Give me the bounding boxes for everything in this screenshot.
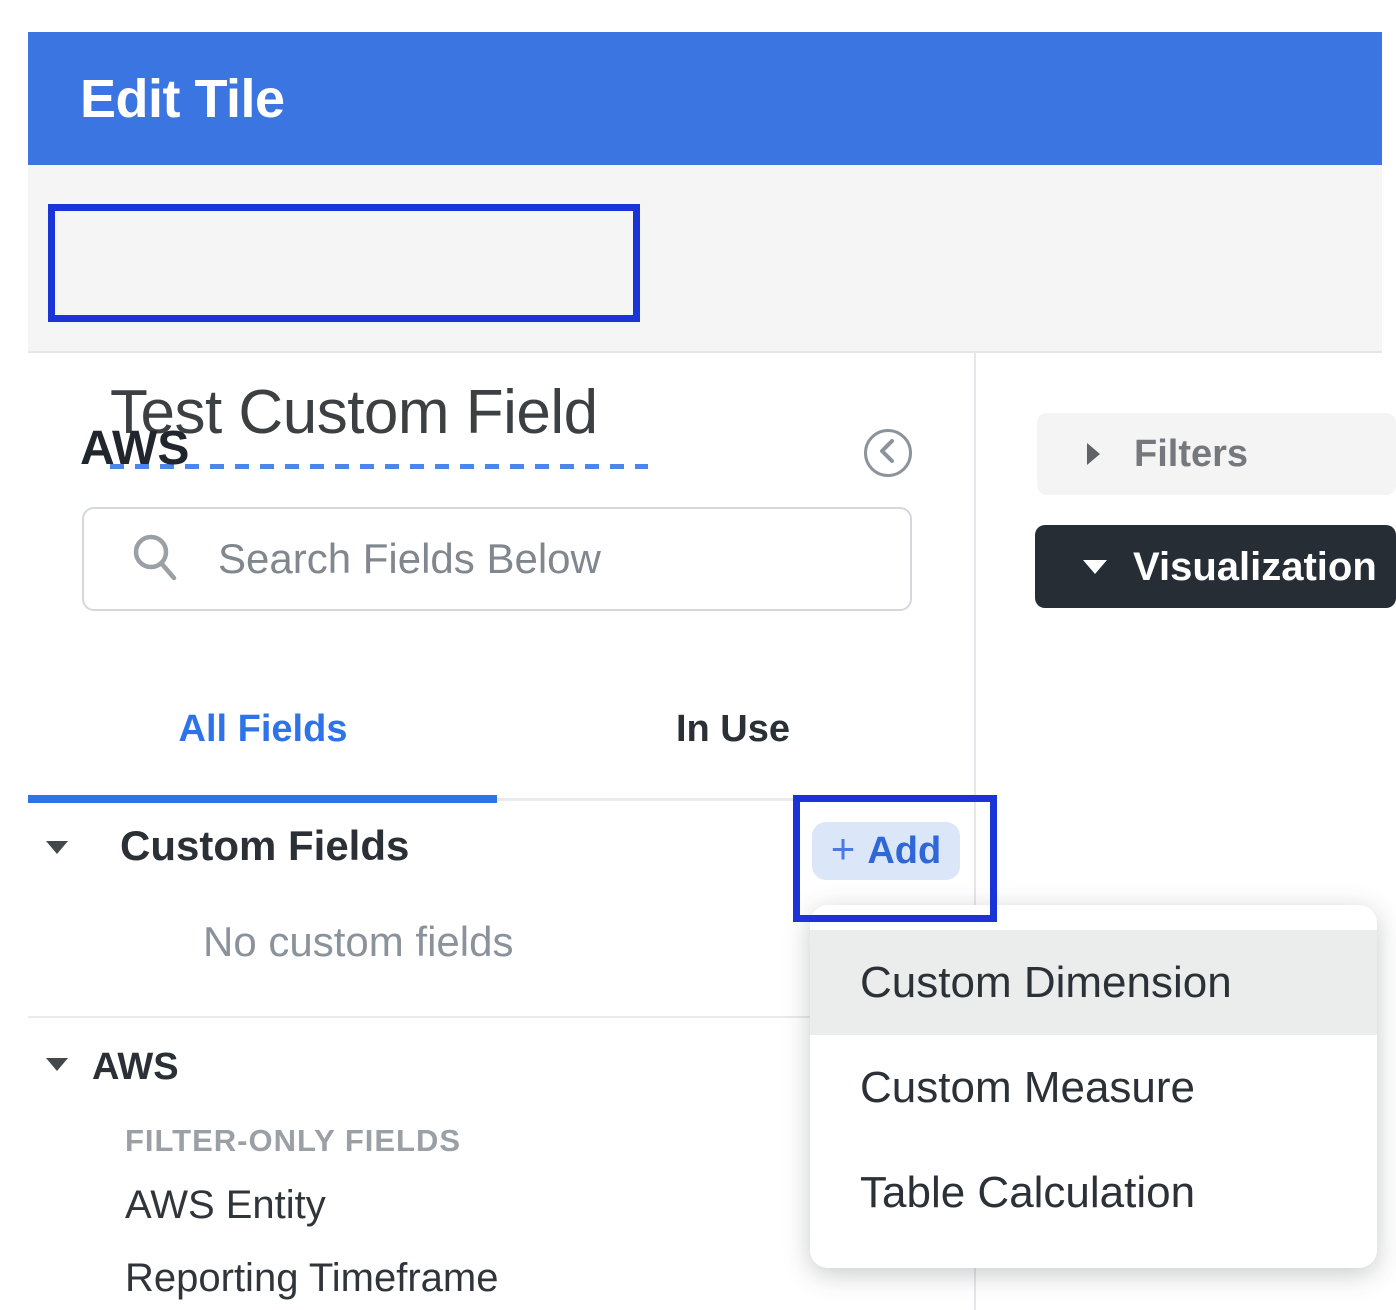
menu-item-custom-measure[interactable]: Custom Measure (860, 1062, 1196, 1112)
field-aws-entity[interactable]: AWS Entity (125, 1183, 326, 1227)
chevron-left-icon (867, 430, 909, 477)
panel-divider (974, 353, 976, 1310)
tab-bar-divider (28, 798, 974, 801)
no-custom-fields-text: No custom fields (203, 918, 514, 965)
tile-title-input[interactable]: Test Custom Field (110, 378, 598, 447)
section-divider (28, 1016, 974, 1018)
add-field-menu: Custom Dimension Custom Measure Table Ca… (810, 905, 1377, 1268)
caret-down-icon (46, 1058, 68, 1071)
aws-section-header[interactable]: AWS (92, 1046, 179, 1088)
dialog-header: Edit Tile (28, 32, 1382, 165)
explore-name: AWS (80, 422, 190, 475)
menu-item-table-calculation[interactable]: Table Calculation (860, 1167, 1196, 1217)
filter-only-fields-group-header: FILTER-ONLY FIELDS (125, 1123, 462, 1158)
filters-expander[interactable]: Filters (1037, 413, 1396, 495)
menu-item-custom-dimension[interactable]: Custom Dimension (810, 930, 1377, 1035)
tile-title-dashed-underline (110, 464, 648, 469)
search-fields-input[interactable]: Search Fields Below (82, 507, 912, 611)
caret-right-icon (1087, 443, 1100, 465)
search-placeholder: Search Fields Below (218, 535, 601, 582)
dialog-title: Edit Tile (80, 69, 285, 129)
tab-all-fields[interactable]: All Fields (178, 708, 348, 750)
plus-icon: + (830, 825, 856, 872)
collapse-panel-button[interactable] (864, 429, 912, 477)
custom-fields-section-header[interactable]: Custom Fields (120, 822, 410, 869)
caret-down-icon (46, 841, 68, 854)
search-icon (133, 534, 177, 581)
custom-fields-caret[interactable] (46, 841, 68, 854)
aws-section-caret[interactable] (46, 1058, 68, 1071)
field-reporting-timeframe[interactable]: Reporting Timeframe (125, 1256, 499, 1300)
filters-label: Filters (1134, 433, 1249, 475)
title-band: Test Custom Field (28, 165, 1382, 469)
tab-in-use[interactable]: In Use (675, 708, 791, 750)
add-button-label: Add (867, 830, 942, 872)
visualization-expander[interactable]: Visualization (1035, 525, 1396, 608)
visualization-label: Visualization (1133, 544, 1377, 589)
caret-down-icon (1083, 559, 1107, 574)
active-tab-indicator (28, 795, 497, 803)
add-custom-field-button[interactable]: + Add (812, 822, 960, 880)
